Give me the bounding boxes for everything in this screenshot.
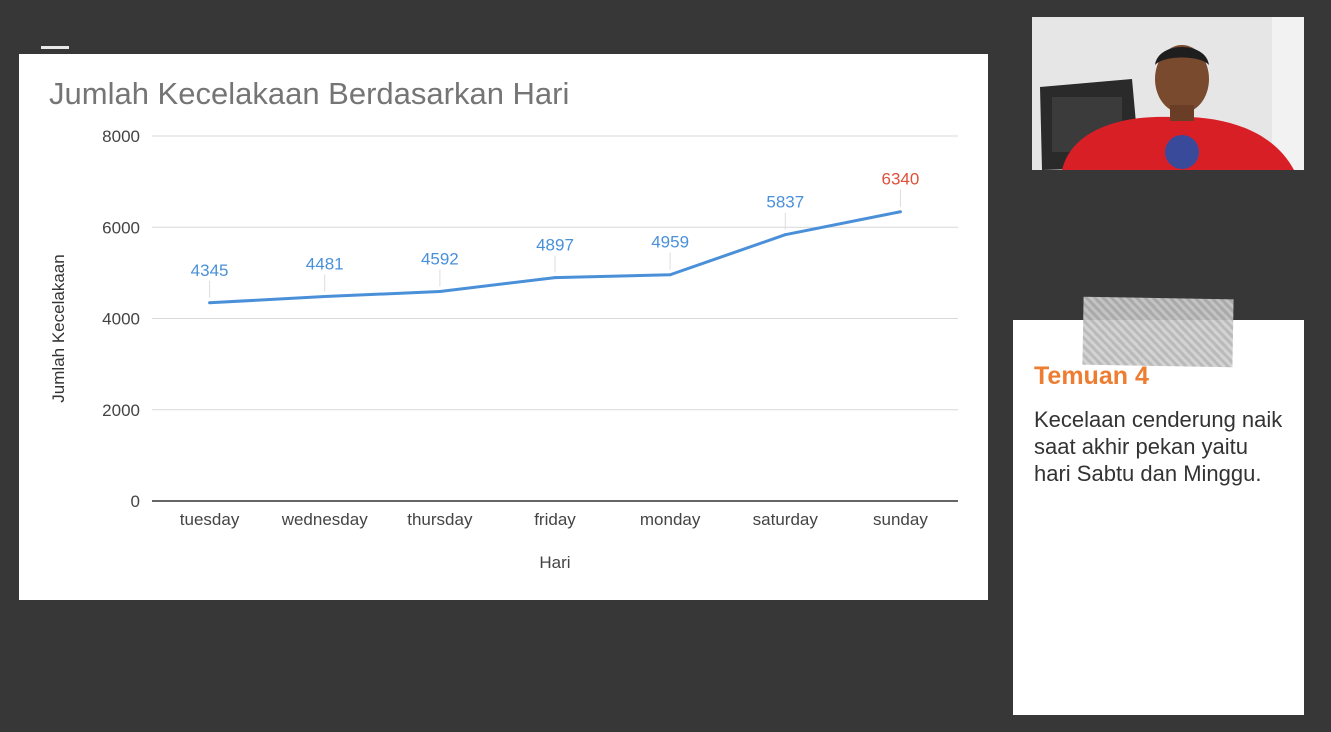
data-label: 4959	[651, 233, 689, 252]
line-chart: 0 2000 4000 6000 8000 tuesday wednesday thursda…	[49, 127, 958, 572]
data-point	[668, 273, 672, 277]
y-tick-label: 4000	[102, 310, 140, 329]
data-point	[553, 276, 557, 280]
webcam-video[interactable]	[1032, 17, 1304, 170]
chart-card: Jumlah Kecelakaan Berdasarkan Hari 0 2000…	[19, 54, 988, 600]
data-point	[783, 233, 787, 237]
chart-title: Jumlah Kecelakaan Berdasarkan Hari	[49, 76, 570, 111]
x-tick-label: sunday	[873, 510, 928, 529]
data-label: 4897	[536, 236, 574, 255]
y-tick-label: 0	[131, 492, 140, 511]
data-point	[323, 295, 327, 299]
data-label: 4345	[191, 261, 229, 280]
x-axis-title: Hari	[539, 553, 570, 572]
data-label: 4592	[421, 249, 459, 268]
x-tick-label: monday	[640, 510, 701, 529]
note-card: Temuan 4 Kecelaan cenderung naik saat ak…	[1013, 320, 1304, 715]
note-title: Temuan 4	[1034, 362, 1149, 390]
data-point	[208, 301, 212, 305]
y-tick-label: 6000	[102, 218, 140, 237]
y-tick-label: 8000	[102, 127, 140, 146]
data-label: 5837	[766, 193, 804, 212]
webcam-icon	[1032, 17, 1304, 170]
data-point	[898, 210, 902, 214]
x-tick-label: tuesday	[180, 510, 240, 529]
data-point	[438, 289, 442, 293]
x-tick-label: friday	[534, 510, 576, 529]
y-axis-title: Jumlah Kecelakaan	[49, 254, 68, 402]
x-tick-label: wednesday	[281, 510, 369, 529]
note-text: Kecelaan cenderung naik saat akhir pekan…	[1034, 407, 1283, 486]
x-tick-label: saturday	[753, 510, 819, 529]
data-label: 6340	[882, 170, 920, 189]
x-tick-label: thursday	[407, 510, 473, 529]
data-label: 4481	[306, 255, 344, 274]
y-tick-label: 2000	[102, 401, 140, 420]
slide-dash	[41, 46, 69, 49]
tape-decoration	[1082, 296, 1234, 368]
